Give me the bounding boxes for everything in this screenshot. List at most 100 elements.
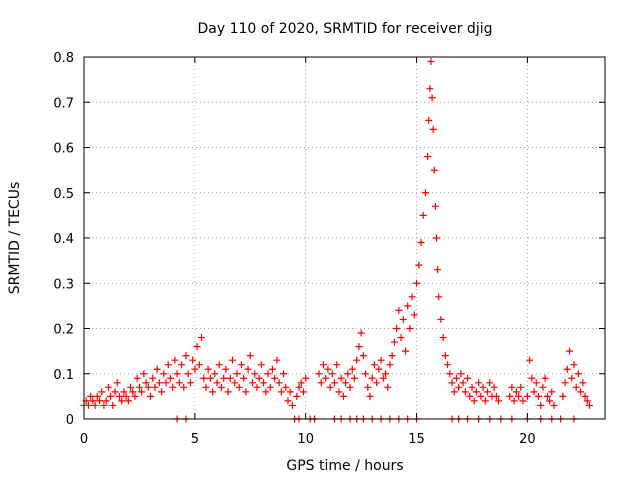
data-point	[155, 379, 163, 387]
data-point	[439, 334, 447, 342]
data-point	[384, 383, 392, 391]
data-point	[434, 266, 442, 274]
data-point	[537, 401, 545, 409]
data-point	[166, 374, 174, 382]
y-tick-label: 0.6	[53, 142, 74, 157]
data-point	[526, 356, 534, 364]
data-point	[317, 379, 325, 387]
data-point	[519, 397, 527, 405]
data-point	[444, 361, 452, 369]
data-point	[541, 374, 549, 382]
data-point	[246, 352, 254, 360]
x-tick-label: 5	[191, 432, 199, 447]
data-point	[255, 374, 263, 382]
y-tick-label: 0.7	[53, 96, 74, 111]
ticks-layer: 0 5 10 15 20 0 0.1 0.2 0.3 0.4 0.5 0.6 0.7 0.8	[53, 51, 605, 447]
data-point	[113, 379, 121, 387]
data-point	[550, 401, 558, 409]
data-point	[122, 392, 130, 400]
data-point	[375, 365, 383, 373]
data-point	[133, 374, 141, 382]
data-point	[410, 311, 418, 319]
data-point	[479, 383, 487, 391]
data-point	[452, 374, 460, 382]
data-point	[377, 356, 385, 364]
data-point	[189, 356, 197, 364]
data-point	[211, 370, 219, 378]
data-point	[127, 383, 135, 391]
data-point	[288, 401, 296, 409]
data-point	[229, 356, 237, 364]
data-point	[293, 392, 301, 400]
x-tick-label: 10	[297, 432, 314, 447]
data-point	[448, 379, 456, 387]
x-tick-label: 20	[519, 432, 536, 447]
data-point	[337, 374, 345, 382]
data-point	[322, 374, 330, 382]
data-point	[355, 343, 363, 351]
y-tick-label: 0.4	[53, 232, 74, 247]
data-point	[268, 365, 276, 373]
data-point	[461, 388, 469, 396]
data-point	[382, 370, 390, 378]
data-point	[160, 370, 168, 378]
data-point	[532, 379, 540, 387]
data-point	[87, 392, 95, 400]
x-tick-label: 15	[408, 432, 425, 447]
data-point	[568, 374, 576, 382]
data-point	[475, 379, 483, 387]
data-point	[264, 370, 272, 378]
data-point	[457, 370, 465, 378]
data-point	[111, 388, 119, 396]
data-point	[153, 365, 161, 373]
data-point	[242, 388, 250, 396]
data-point	[213, 379, 221, 387]
data-point	[435, 293, 443, 301]
data-point	[115, 392, 123, 400]
data-point	[331, 379, 339, 387]
data-point	[486, 379, 494, 387]
data-point	[104, 383, 112, 391]
data-point	[328, 370, 336, 378]
data-point	[577, 388, 585, 396]
data-point	[433, 234, 441, 242]
data-point	[450, 388, 458, 396]
data-point	[534, 392, 542, 400]
data-point	[277, 388, 285, 396]
data-point	[107, 392, 115, 400]
data-point	[91, 401, 99, 409]
data-point	[390, 338, 398, 346]
data-point	[408, 293, 416, 301]
data-point	[397, 334, 405, 342]
data-point	[191, 365, 199, 373]
data-point	[251, 370, 259, 378]
data-point	[395, 306, 403, 314]
data-point	[368, 374, 376, 382]
data-point	[455, 383, 463, 391]
data-point	[510, 397, 518, 405]
data-point	[299, 388, 307, 396]
data-point	[342, 379, 350, 387]
data-point	[431, 202, 439, 210]
data-point	[198, 334, 206, 342]
data-point	[506, 392, 514, 400]
data-point	[147, 392, 155, 400]
data-point	[401, 347, 409, 355]
data-point	[295, 383, 303, 391]
data-point	[339, 392, 347, 400]
data-point	[220, 374, 228, 382]
data-point	[142, 379, 150, 387]
data-point	[257, 361, 265, 369]
data-point	[429, 125, 437, 133]
data-point	[266, 383, 274, 391]
data-point	[144, 383, 152, 391]
data-point	[517, 383, 525, 391]
data-point	[583, 397, 591, 405]
data-point	[561, 379, 569, 387]
data-point	[315, 370, 323, 378]
data-point	[579, 379, 587, 387]
data-point	[131, 392, 139, 400]
data-point	[169, 383, 177, 391]
data-point	[468, 383, 476, 391]
